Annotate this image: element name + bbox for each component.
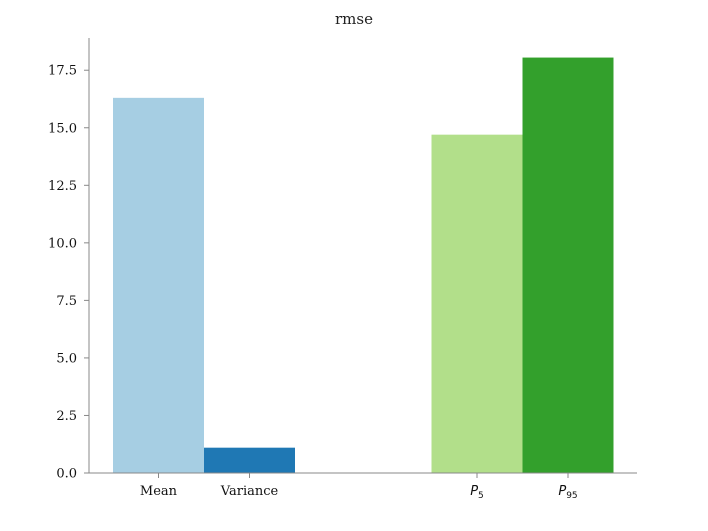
y-tick-label: 2.5 [56, 409, 77, 424]
x-axis: Mean Variance P5 P95 [89, 472, 637, 501]
bars-layer [113, 57, 614, 474]
x-tick-label: Variance [220, 484, 279, 499]
bar-variance [204, 447, 295, 473]
bar-mean [113, 97, 204, 473]
y-tick-label: 10.0 [48, 236, 77, 251]
y-axis: 0.0 2.5 5.0 7.5 10.0 12.5 15.0 17.5 [48, 38, 90, 482]
x-tick-label: P95 [558, 484, 577, 501]
y-tick-label: 7.5 [56, 294, 77, 309]
y-tick-label: 0.0 [56, 467, 77, 482]
y-tick-label: 17.5 [48, 64, 77, 79]
y-tick-label: 12.5 [48, 179, 77, 194]
y-tick-label: 5.0 [56, 351, 77, 366]
x-tick-label: P5 [470, 484, 484, 501]
bar-p5 [431, 134, 523, 473]
chart-title: rmse [335, 10, 373, 28]
x-tick-label: Mean [140, 484, 178, 499]
y-tick-label: 15.0 [48, 121, 77, 136]
bar-p95 [522, 57, 614, 474]
